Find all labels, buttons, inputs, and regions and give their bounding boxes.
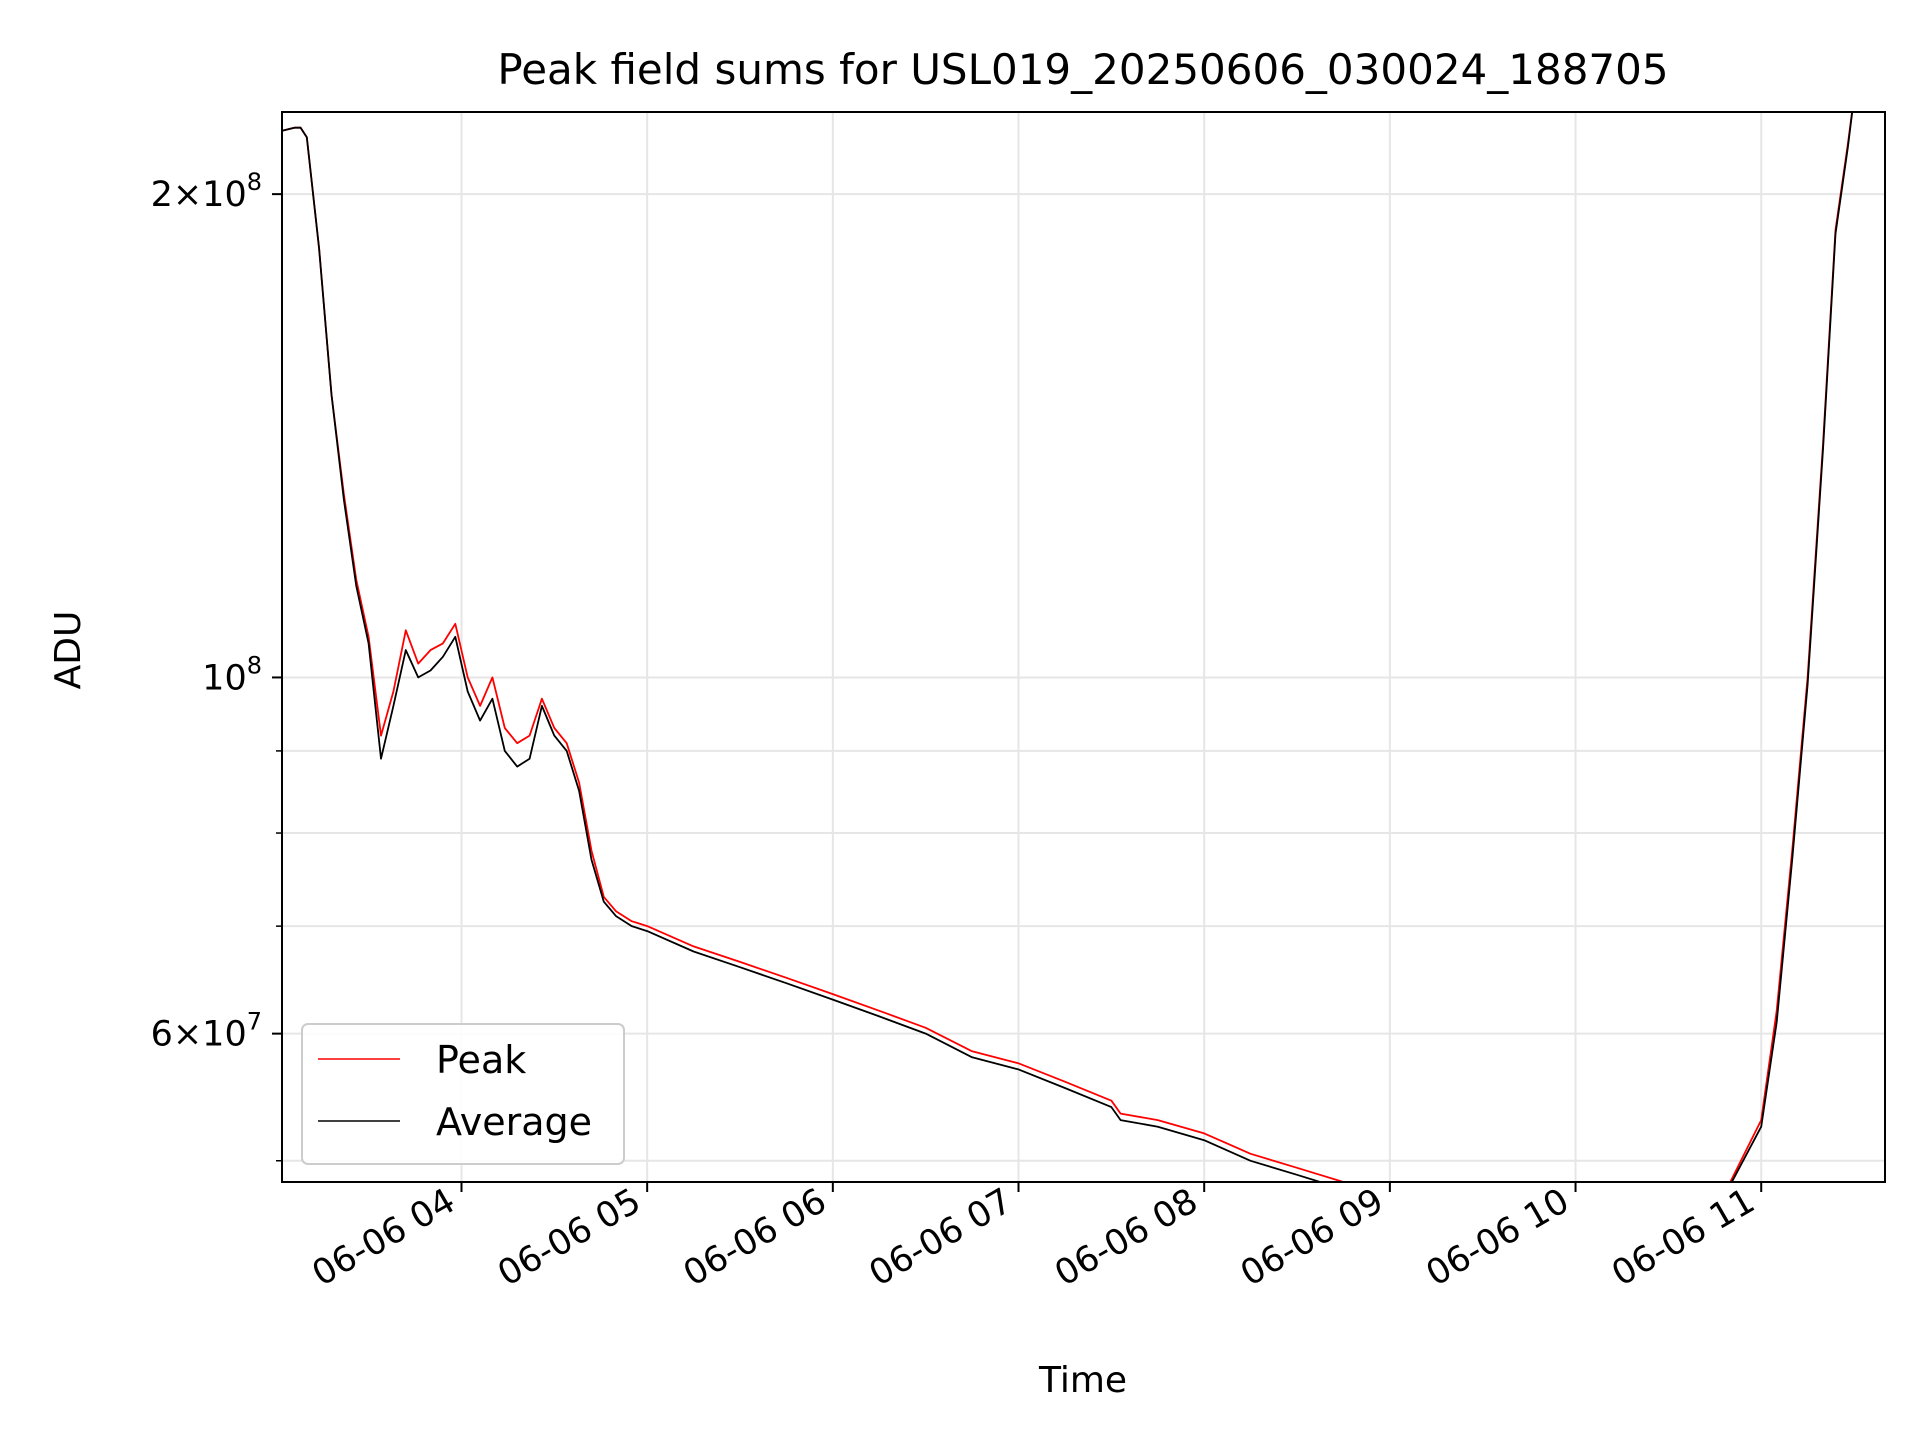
legend-label-average: Average (436, 1100, 592, 1144)
y-axis-ticks: 2×108 108 6×107 (151, 168, 282, 1162)
legend: Peak Average (301, 1023, 625, 1165)
series-line-average (282, 112, 1854, 1182)
legend-label-peak: Peak (436, 1038, 526, 1082)
chart-title: Peak field sums for USL019_20250606_0300… (497, 45, 1668, 94)
y-tick-label: 108 (202, 651, 262, 698)
x-axis-label: Time (1038, 1360, 1127, 1401)
series-lines (282, 112, 1854, 1182)
series-line-peak (282, 112, 1853, 1182)
y-tick-label: 2×108 (151, 168, 262, 215)
y-tick-label: 6×107 (151, 1008, 262, 1055)
y-axis-label: ADU (48, 611, 89, 690)
plot-frame (281, 111, 1886, 1183)
